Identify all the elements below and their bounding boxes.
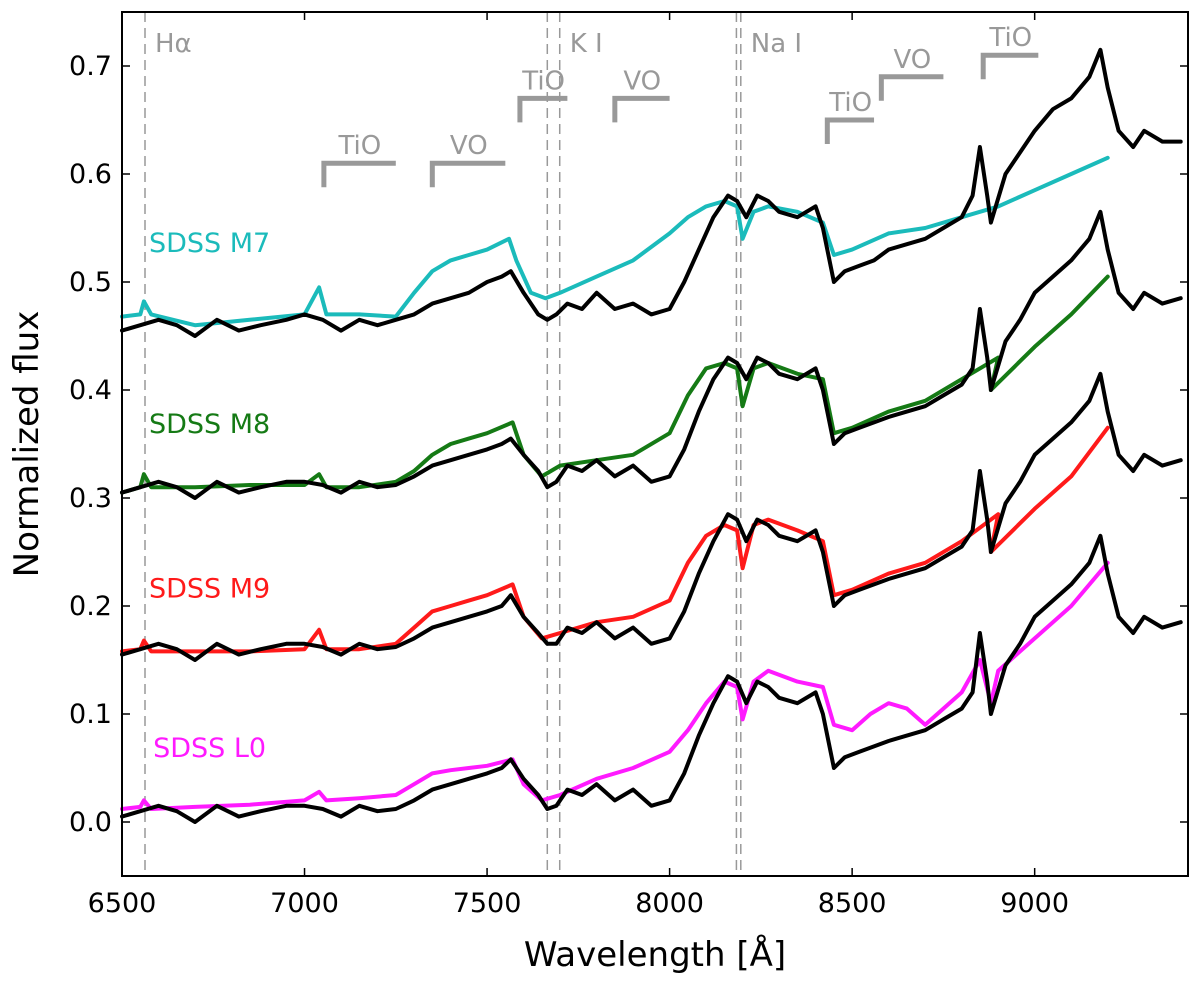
- band-label-4: TiO: [828, 88, 872, 118]
- spectral-line-markers: Hα K I Na I: [144, 12, 802, 876]
- y-tick-label-7: 0.7: [69, 51, 112, 82]
- y-tick-label-2: 0.2: [69, 591, 112, 622]
- band-marker-3: [612, 95, 670, 123]
- band-label-3: VO: [623, 66, 661, 96]
- x-tick-label-0: 6500: [88, 888, 157, 919]
- axis-ticks: 6500 7000 7500 8000 8500 9000 0.0 0.1 0.2 0.3 0.4 0…: [69, 12, 1188, 919]
- spectral-line-label-2: K I: [570, 29, 603, 59]
- spectrum-line-6: [120, 371, 1183, 662]
- spectrum-line-4: [120, 47, 1183, 338]
- band-marker-4: [824, 117, 875, 144]
- y-tick-label-4: 0.4: [69, 375, 112, 406]
- x-tick-label-3: 8000: [635, 888, 704, 919]
- series-label-2: SDSS M9: [149, 573, 270, 604]
- spectrum-line-7: [120, 533, 1183, 824]
- x-tick-label-2: 7500: [453, 888, 522, 919]
- spectrum-line-3: [120, 560, 1110, 811]
- series-label-3: SDSS L0: [153, 733, 266, 764]
- band-label-2: TiO: [521, 66, 565, 96]
- band-marker-1: [429, 160, 506, 188]
- x-tick-label-1: 7000: [270, 888, 339, 919]
- spectrum-line-2: [120, 425, 1110, 654]
- y-tick-label-5: 0.5: [69, 267, 112, 298]
- series-label-0: SDSS M7: [149, 228, 270, 259]
- band-label-5: VO: [893, 45, 931, 75]
- spectrum-line-5: [120, 209, 1183, 500]
- band-marker-5: [878, 74, 944, 101]
- y-tick-label-0: 0.0: [69, 807, 112, 838]
- axes-frame: [121, 11, 1189, 877]
- y-tick-label-6: 0.6: [69, 159, 112, 190]
- band-marker-2: [517, 95, 568, 123]
- band-label-0: TiO: [337, 131, 381, 161]
- x-tick-label-5: 9000: [1000, 888, 1069, 919]
- series-label-1: SDSS M8: [149, 409, 270, 440]
- molecular-band-markers: TiO VO TiO VO TiO VO TiO: [321, 23, 1039, 188]
- y-axis-title: Normalized flux: [7, 311, 47, 578]
- spectrum-line-0: [120, 155, 1110, 328]
- band-marker-6: [980, 52, 1039, 80]
- spectral-line-label-4: Na I: [751, 29, 802, 59]
- x-axis-title: Wavelength [Å]: [524, 934, 786, 975]
- spectra-series: [120, 47, 1183, 824]
- series-labels: SDSS M7 SDSS M8 SDSS M9 SDSS L0: [149, 228, 270, 764]
- spectrum-line-1: [120, 274, 1110, 495]
- x-tick-label-4: 8500: [818, 888, 887, 919]
- band-label-6: TiO: [988, 23, 1032, 53]
- band-marker-0: [321, 160, 396, 188]
- band-label-1: VO: [450, 131, 488, 161]
- spectral-line-label-0: Hα: [155, 29, 192, 59]
- y-tick-label-1: 0.1: [69, 699, 112, 730]
- y-tick-label-3: 0.3: [69, 483, 112, 514]
